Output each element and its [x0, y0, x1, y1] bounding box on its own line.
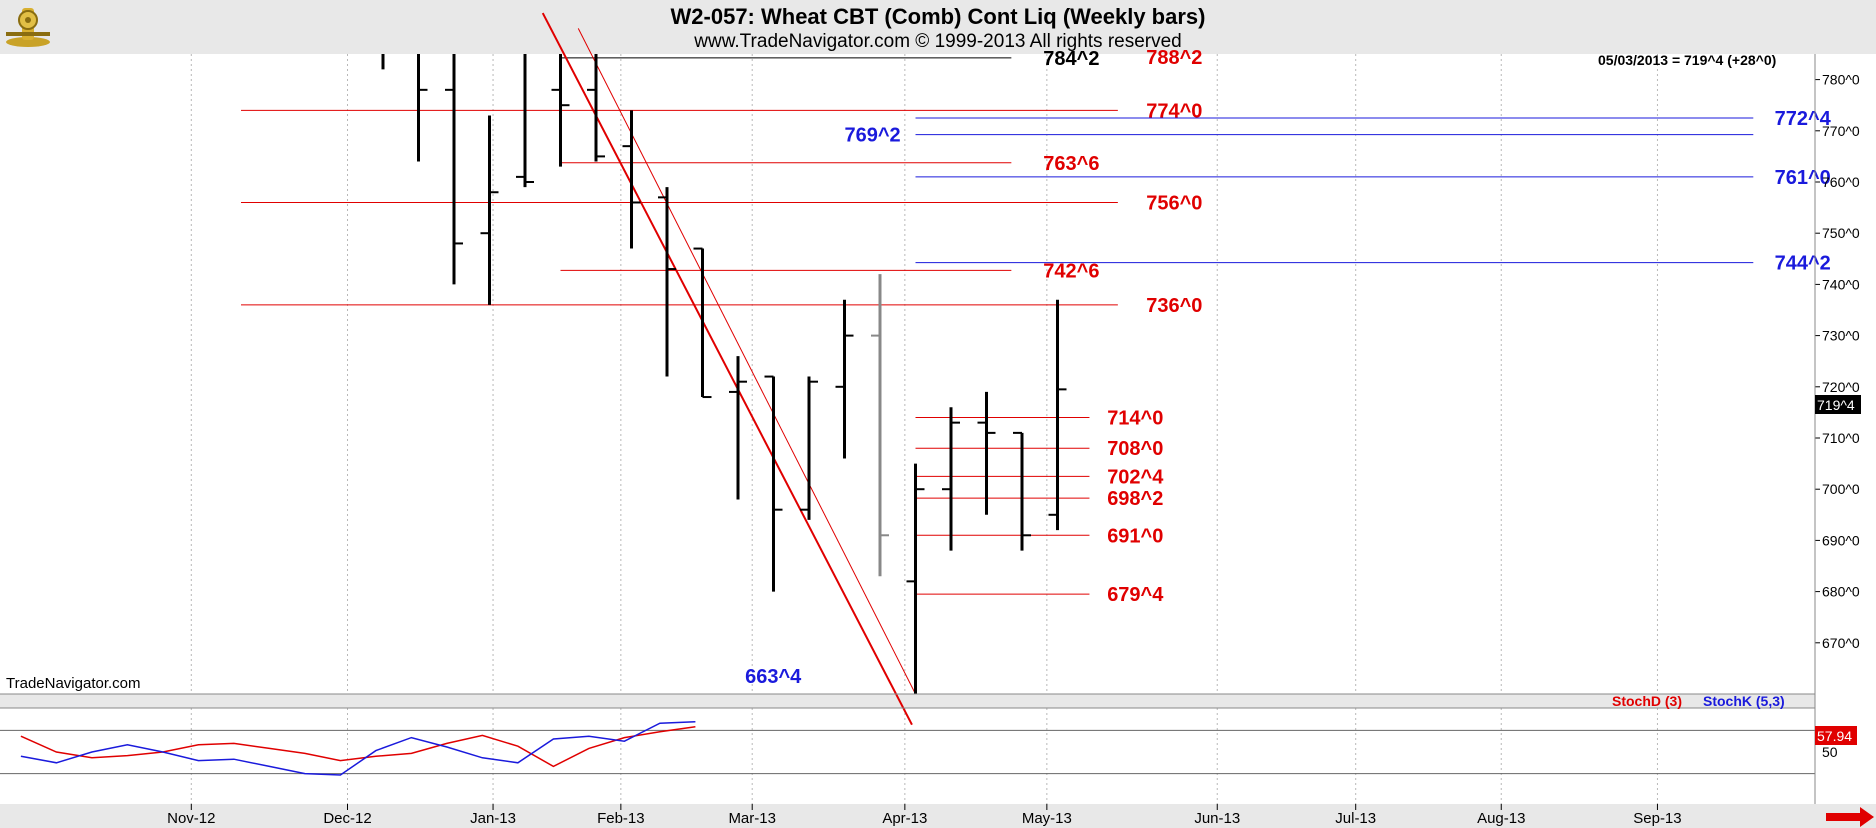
level-label: 784^2 — [1043, 48, 1099, 70]
level-label: 756^0 — [1146, 192, 1202, 214]
x-tick-label: Jun-13 — [1194, 810, 1240, 827]
y-tick-label: 680^0 — [1822, 584, 1860, 600]
ohlc-bar — [693, 247, 712, 399]
ohlc-bar — [658, 187, 676, 377]
level-label: 663^4 — [745, 666, 802, 688]
ohlc-bar — [977, 391, 996, 515]
level-label: 679^4 — [1107, 584, 1164, 606]
chart-subtitle: www.TradeNavigator.com © 1999-2013 All r… — [694, 31, 1182, 52]
level-labels: 784^2 774^0 772^4 769^2 763^6 761^0 756^0 744^2… — [745, 47, 1832, 688]
grid — [190, 54, 1658, 804]
y-tick-label: 700^0 — [1822, 481, 1860, 497]
stochastic-plot: 50 — [0, 721, 1838, 776]
y-tick-label: 750^0 — [1822, 225, 1860, 241]
stoch-d-legend: StochD (3) — [1612, 693, 1682, 709]
stoch-k-line — [20, 721, 696, 776]
ohlc-bar — [622, 110, 641, 249]
time-axis: Nov-12 Dec-12 Jan-13 Feb-13 Mar-13 Apr-13 May-… — [167, 804, 1682, 827]
svg-text:719^4: 719^4 — [1817, 397, 1855, 413]
level-label: 736^0 — [1146, 295, 1202, 317]
y-tick-label: 720^0 — [1822, 379, 1860, 395]
ohlc-bar — [587, 54, 605, 162]
price-panel-background — [0, 54, 1815, 694]
level-label: 698^2 — [1107, 488, 1163, 510]
level-label: 708^0 — [1107, 438, 1163, 460]
x-tick-label: Dec-12 — [323, 810, 371, 827]
footer-brand: TradeNavigator.com — [6, 675, 141, 692]
y-tick-label: 740^0 — [1822, 276, 1860, 292]
current-price-tag: 719^4 — [1815, 395, 1861, 414]
x-tick-label: Jan-13 — [470, 810, 516, 827]
y-tick-label: 760^0 — [1822, 174, 1860, 190]
chart-title: W2-057: Wheat CBT (Comb) Cont Liq (Weekl… — [670, 4, 1206, 29]
y-tick-label: 770^0 — [1822, 123, 1860, 139]
ohlc-bar — [871, 274, 889, 577]
ohlc-bar — [480, 115, 499, 305]
ohlc-bar — [835, 299, 854, 459]
trend-line — [577, 28, 916, 695]
ohlc-bar — [417, 54, 428, 162]
y-tick-label: 730^0 — [1822, 328, 1860, 344]
level-label: 714^0 — [1107, 408, 1163, 430]
x-tick-label: Nov-12 — [167, 810, 215, 827]
y-axis-strip — [1815, 54, 1876, 804]
scroll-right-arrow-icon[interactable] — [1822, 806, 1876, 828]
ohlc-bar — [1013, 431, 1031, 551]
level-label: 702^4 — [1107, 466, 1164, 488]
level-label: 691^0 — [1107, 525, 1163, 547]
stochastic-panel-background — [0, 708, 1815, 804]
y-tick-label: 690^0 — [1822, 532, 1860, 548]
trend-lines — [541, 12, 916, 726]
level-label: 774^0 — [1146, 100, 1202, 122]
level-label: 769^2 — [845, 125, 901, 147]
trend-line — [541, 12, 913, 726]
price-axis: 670^0 680^0 690^0 700^0 710^0 720^0 730^0 740^0… — [1815, 72, 1860, 651]
y-tick-label: 780^0 — [1822, 72, 1860, 88]
chart-header: W2-057: Wheat CBT (Comb) Cont Liq (Weekl… — [0, 0, 1876, 54]
level-label: 761^0 — [1775, 167, 1831, 189]
level-label: 788^2 — [1146, 47, 1202, 69]
ohlc-bar — [729, 356, 747, 500]
svg-text:57.94: 57.94 — [1817, 728, 1852, 744]
x-tick-label: Feb-13 — [597, 810, 645, 827]
trade-navigator-logo-icon — [6, 8, 50, 47]
y-tick-label: 710^0 — [1822, 430, 1860, 446]
ohlc-bar — [942, 407, 960, 551]
level-label: 742^6 — [1043, 260, 1099, 282]
x-tick-label: May-13 — [1022, 810, 1072, 827]
x-tick-label: Apr-13 — [882, 810, 927, 827]
stoch-tick-label: 50 — [1822, 744, 1838, 760]
ohlc-bar — [800, 376, 818, 520]
ohlc-bar — [906, 463, 925, 694]
ohlc-bar — [764, 375, 783, 592]
stoch-k-legend: StochK (5,3) — [1703, 693, 1785, 709]
x-tick-label: Mar-13 — [728, 810, 776, 827]
last-price-readout: 05/03/2013 = 719^4 (+28^0) — [1598, 52, 1777, 68]
level-lines — [241, 57, 1754, 595]
price-bars — [381, 54, 1067, 694]
level-label: 744^2 — [1775, 253, 1831, 275]
ohlc-bar — [551, 54, 570, 167]
ohlc-bar — [445, 54, 463, 285]
ohlc-bar — [1048, 299, 1067, 531]
level-label: 772^4 — [1775, 108, 1832, 130]
stoch-d-line — [20, 726, 696, 768]
x-tick-label: Sep-13 — [1633, 810, 1681, 827]
y-tick-label: 670^0 — [1822, 635, 1860, 651]
level-label: 763^6 — [1043, 153, 1099, 175]
ohlc-bar — [516, 54, 534, 188]
x-tick-label: Jul-13 — [1335, 810, 1376, 827]
x-tick-label: Aug-13 — [1477, 810, 1525, 827]
current-stoch-tag: 57.94 — [1815, 726, 1857, 745]
